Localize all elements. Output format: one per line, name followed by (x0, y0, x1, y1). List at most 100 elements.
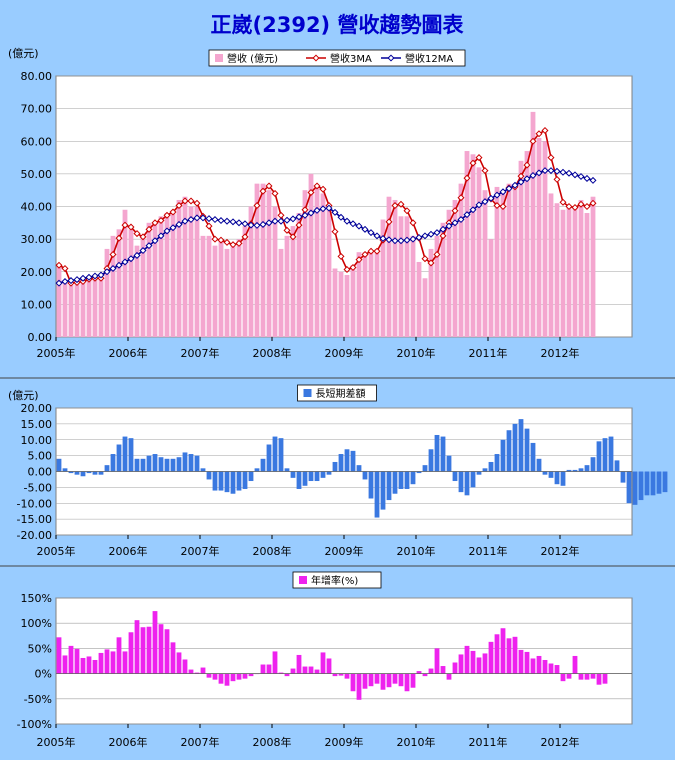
series-marker (463, 211, 471, 219)
series-marker (475, 201, 483, 209)
series-marker (397, 200, 405, 208)
bar (254, 468, 260, 472)
bar (392, 471, 398, 494)
bar (332, 673, 338, 677)
series-marker (199, 214, 207, 222)
bar (470, 471, 476, 488)
series-marker (271, 189, 279, 197)
bar (284, 673, 290, 677)
series-marker (457, 194, 465, 202)
y-unit-label: (億元) (8, 389, 39, 402)
series-marker (73, 276, 81, 284)
bar (392, 199, 398, 337)
bar (260, 664, 266, 674)
bar (152, 222, 158, 337)
bar (254, 183, 260, 337)
legend-box (292, 571, 382, 589)
series-marker (427, 259, 435, 267)
bar (470, 650, 476, 674)
bar (344, 673, 350, 679)
bar (374, 673, 380, 684)
bar (68, 471, 74, 474)
series-marker (277, 217, 285, 225)
series-marker (151, 237, 159, 245)
bar (128, 229, 134, 337)
series-marker (415, 233, 423, 242)
plot-area (55, 597, 633, 725)
bar (248, 206, 254, 337)
bar (266, 444, 272, 472)
series-marker (589, 176, 597, 184)
series-marker (307, 188, 315, 196)
bar (152, 454, 158, 472)
series-marker (391, 237, 399, 245)
series-marker (139, 247, 147, 255)
bar (380, 673, 386, 690)
bar (602, 438, 608, 472)
legend-box (297, 384, 377, 402)
series-marker (127, 255, 135, 263)
bar (626, 471, 632, 504)
bar (362, 471, 368, 480)
x-tick-label: 2009年 (325, 544, 364, 558)
bar (362, 252, 368, 337)
bar (608, 436, 614, 472)
series-marker (229, 218, 237, 226)
bar (110, 651, 116, 674)
series-marker (559, 198, 567, 206)
bar (56, 637, 62, 674)
bar (140, 458, 146, 472)
series-marker (397, 237, 405, 245)
bar (440, 222, 446, 337)
bar (176, 199, 182, 337)
series-marker (349, 264, 357, 272)
bar (584, 673, 590, 680)
bar (164, 629, 170, 674)
legend-swatch (215, 54, 223, 62)
bar (86, 471, 92, 474)
series-marker (457, 216, 465, 224)
bar (440, 436, 446, 472)
y-tick-label: 50% (28, 642, 52, 655)
bar (278, 248, 284, 337)
bar (536, 458, 542, 472)
series-marker (295, 213, 303, 221)
bar (356, 252, 362, 337)
bar (224, 673, 230, 686)
y-tick-label: 40.00 (21, 201, 53, 214)
bar (242, 226, 248, 337)
series-marker (511, 181, 519, 189)
series-marker (127, 223, 135, 231)
x-tick-label: 2005年 (37, 544, 76, 558)
bar (566, 469, 572, 472)
bar (542, 471, 548, 475)
y-tick-label: 100% (21, 617, 52, 630)
bar (272, 436, 278, 472)
series-marker (577, 200, 585, 208)
bar (302, 471, 308, 486)
y-tick-label: -50% (24, 693, 52, 706)
x-tick-label: 2011年 (469, 346, 508, 360)
series-marker (589, 199, 597, 207)
bar (236, 471, 242, 491)
series-marker (487, 194, 495, 202)
bar (446, 673, 452, 680)
bar (362, 673, 368, 689)
bar (158, 457, 164, 472)
x-tick-label: 2008年 (253, 735, 292, 749)
y-tick-label: 20.00 (21, 402, 53, 415)
x-tick-label: 2005年 (37, 346, 76, 360)
legend-label: 長短期差額 (316, 387, 366, 400)
series-marker (223, 238, 231, 246)
legend-label: 營收12MA (405, 52, 453, 65)
bar (356, 673, 362, 700)
bar (308, 666, 314, 674)
bar (218, 673, 224, 684)
series-marker (463, 174, 471, 182)
bar (578, 199, 584, 337)
bar (290, 226, 296, 337)
bar (74, 471, 80, 475)
series-marker (367, 247, 375, 255)
bar (350, 450, 356, 472)
series-marker (259, 187, 267, 195)
